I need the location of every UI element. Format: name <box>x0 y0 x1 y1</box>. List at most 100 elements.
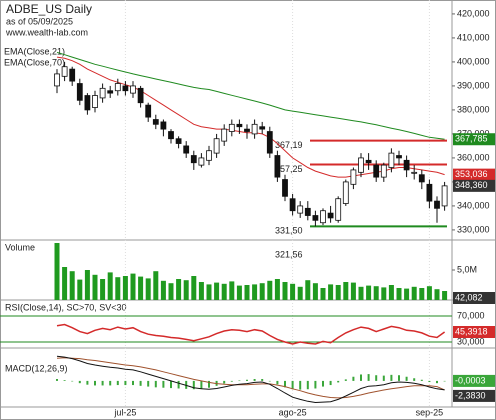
macd-histogram <box>238 380 241 382</box>
volume-bar <box>176 279 182 300</box>
macd-histogram <box>116 380 119 386</box>
value-tag-bg <box>453 326 495 339</box>
macd-histogram <box>390 374 393 381</box>
macd-histogram <box>132 380 134 386</box>
value-tag-bg <box>453 168 495 181</box>
macd-histogram <box>63 380 66 381</box>
volume-bar <box>274 279 280 300</box>
legend-entry: EMA(Close,70) <box>4 57 65 67</box>
volume-bar <box>130 273 136 300</box>
volume-bar <box>198 282 204 300</box>
macd-histogram <box>109 380 112 386</box>
volume-bar <box>122 276 128 300</box>
candle-body <box>388 152 395 168</box>
volume-bar <box>214 282 220 300</box>
candle-body <box>289 198 296 212</box>
candle-body <box>122 85 129 92</box>
candle-body <box>84 95 91 111</box>
candle-body <box>373 164 380 178</box>
macd-signal <box>56 357 445 399</box>
volume-bar <box>229 281 235 300</box>
volume-bar <box>84 270 90 300</box>
candle-body <box>327 212 334 219</box>
volume-bar <box>419 288 425 300</box>
volume-bar <box>320 288 326 300</box>
candle-body <box>342 181 349 204</box>
x-tick-label: jul-25 <box>113 407 136 417</box>
value-tag-bg <box>453 389 495 402</box>
volume-bar <box>426 286 432 300</box>
macd-histogram <box>405 376 408 381</box>
volume-bar <box>54 243 60 300</box>
y-tick-label: 420,000 <box>457 8 490 18</box>
candle-body <box>441 185 448 207</box>
macd-histogram <box>299 380 302 390</box>
macd-histogram <box>71 380 74 382</box>
macd-histogram <box>230 380 233 382</box>
candle-body <box>61 66 68 77</box>
candle-body <box>168 131 174 140</box>
macd-histogram <box>428 380 431 383</box>
macd-histogram <box>253 379 256 381</box>
macd-histogram <box>314 380 317 389</box>
volume-bar <box>160 280 166 300</box>
volume-bar <box>305 280 311 300</box>
candle-body <box>358 157 364 173</box>
volume-bar <box>62 267 68 300</box>
candle-body <box>434 200 440 209</box>
macd-histogram <box>177 380 180 389</box>
candle-body <box>92 95 98 108</box>
volume-bar <box>252 284 258 300</box>
y-tick-label: 410,000 <box>457 32 490 42</box>
macd-histogram <box>124 380 127 386</box>
x-tick-label: sep-25 <box>416 407 444 417</box>
volume-bar <box>236 285 242 300</box>
rsi-line <box>56 323 446 345</box>
macd-histogram <box>306 380 309 390</box>
macd-histogram <box>284 380 286 388</box>
y-tick-label: 380,000 <box>457 104 490 114</box>
volume-bar <box>92 274 98 300</box>
volume-bar <box>350 282 356 300</box>
macd-histogram <box>154 380 157 388</box>
candle-body <box>175 138 182 144</box>
macd-histogram <box>420 379 423 381</box>
value-tag-bg <box>453 133 495 146</box>
macd-histogram <box>268 380 271 382</box>
panel-title: RSI(Close,14), SC>70, SV<30 <box>5 302 127 312</box>
macd-histogram <box>139 380 142 386</box>
ema-line <box>56 51 445 140</box>
macd-value-tag: -2,3830 <box>455 390 486 400</box>
macd-histogram <box>276 380 279 385</box>
macd-histogram <box>352 376 355 381</box>
y-tick-label: 340,000 <box>457 200 490 210</box>
ema-value-tag: 353,036 <box>455 169 488 179</box>
candle-body <box>304 207 311 216</box>
candle-body <box>244 128 250 132</box>
candle-body <box>403 159 410 171</box>
value-tag-bg <box>453 374 495 387</box>
candle-body <box>114 83 121 92</box>
volume-bar <box>312 283 318 300</box>
close-value-tag: 348,360 <box>455 180 488 190</box>
candle-body <box>365 159 372 164</box>
candle-body <box>206 150 212 161</box>
macd-histogram <box>223 380 226 384</box>
panel-title: Volume <box>5 242 35 252</box>
candle-body <box>297 205 304 214</box>
candle-body <box>411 171 418 174</box>
volume-bar <box>138 276 144 300</box>
macd-histogram <box>192 380 195 390</box>
macd-histogram <box>185 380 188 389</box>
candle-body <box>312 215 319 221</box>
candle-body <box>251 123 258 135</box>
volume-bar <box>343 282 349 300</box>
volume-bar <box>373 286 379 300</box>
macd-hist-tag: -0,0003 <box>455 375 486 385</box>
volume-bar <box>282 282 288 300</box>
volume-bar <box>267 280 273 300</box>
volume-bar <box>244 285 250 300</box>
candle-body <box>137 87 144 104</box>
macd-histogram <box>147 380 150 387</box>
